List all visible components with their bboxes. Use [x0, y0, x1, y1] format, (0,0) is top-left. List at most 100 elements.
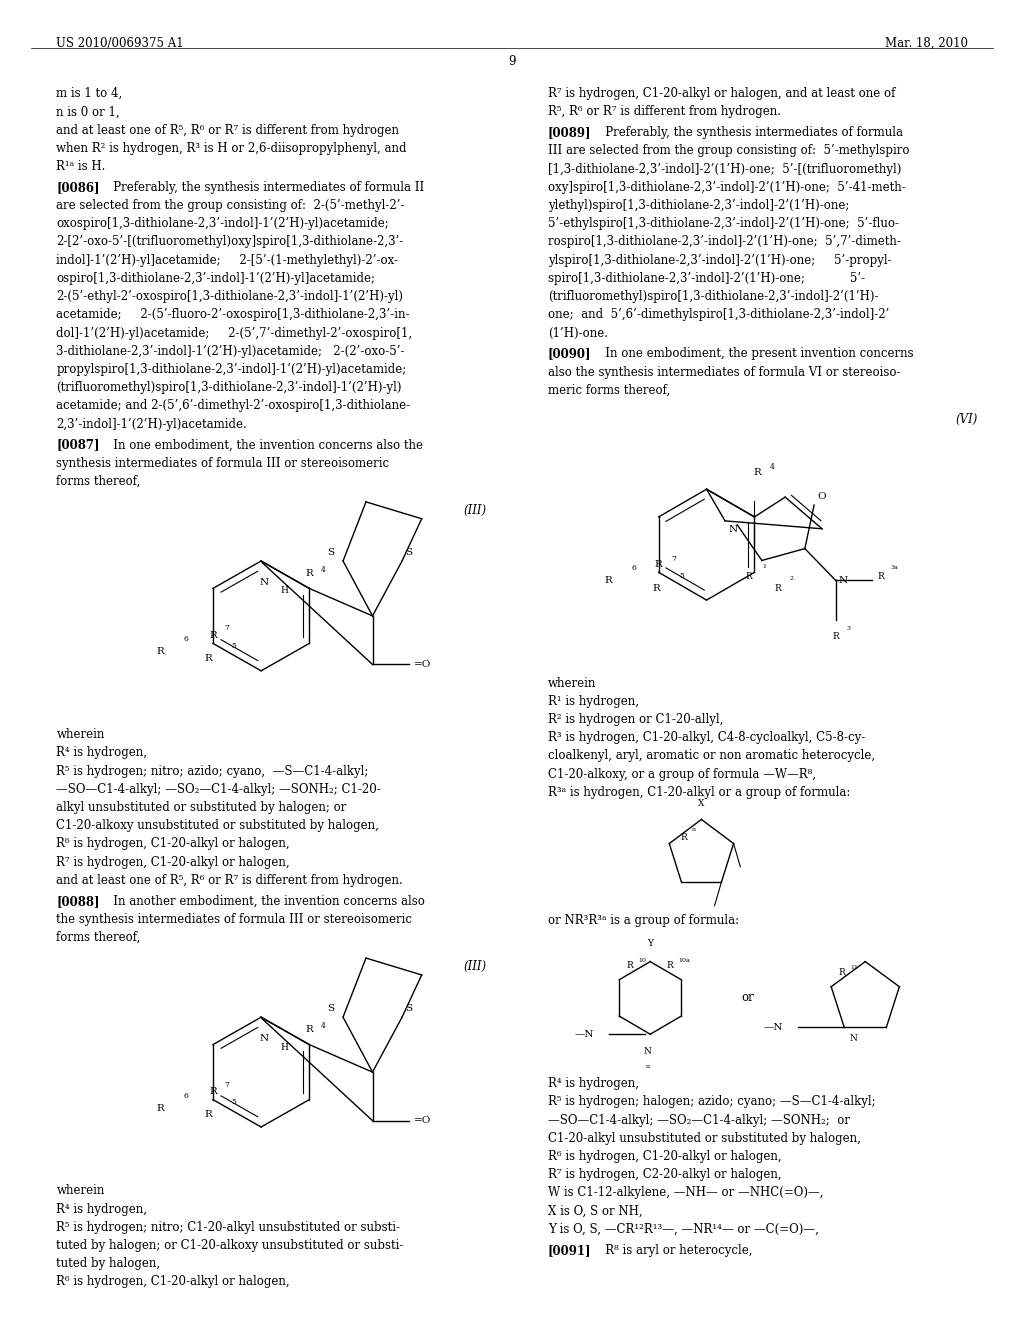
Text: 5: 5 — [231, 1098, 237, 1106]
Text: N: N — [839, 576, 848, 585]
Text: 4: 4 — [321, 1022, 326, 1030]
Text: 10: 10 — [638, 958, 646, 964]
Text: R: R — [305, 1026, 313, 1034]
Text: —N: —N — [574, 1030, 594, 1039]
Text: R⁶ is hydrogen, C1-20-alkyl or halogen,: R⁶ is hydrogen, C1-20-alkyl or halogen, — [56, 1275, 290, 1288]
Text: alkyl unsubstituted or substituted by halogen; or: alkyl unsubstituted or substituted by ha… — [56, 801, 347, 814]
Text: (III): (III) — [463, 504, 486, 516]
Text: R: R — [204, 1110, 212, 1119]
Text: 2,3’-indol]-1’(2’H)-yl)acetamide.: 2,3’-indol]-1’(2’H)-yl)acetamide. — [56, 417, 247, 430]
Text: R: R — [754, 469, 762, 478]
Text: R: R — [204, 653, 212, 663]
Text: R⁴ is hydrogen,: R⁴ is hydrogen, — [56, 746, 147, 759]
Text: R⁷ is hydrogen, C2-20-alkyl or halogen,: R⁷ is hydrogen, C2-20-alkyl or halogen, — [548, 1168, 781, 1181]
Text: ylethyl)spiro[1,3-dithiolane-2,3’-indol]-2’(1’H)-one;: ylethyl)spiro[1,3-dithiolane-2,3’-indol]… — [548, 199, 849, 213]
Text: are selected from the group consisting of:  2-(5’-methyl-2’-: are selected from the group consisting o… — [56, 199, 404, 213]
Text: —N: —N — [763, 1023, 782, 1032]
Text: wherein: wherein — [548, 677, 596, 689]
Text: forms thereof,: forms thereof, — [56, 475, 140, 488]
Text: R⁴ is hydrogen,: R⁴ is hydrogen, — [548, 1077, 639, 1090]
Text: when R² is hydrogen, R³ is H or 2,6-diisopropylphenyl, and: when R² is hydrogen, R³ is H or 2,6-diis… — [56, 141, 407, 154]
Text: Preferably, the synthesis intermediates of formula: Preferably, the synthesis intermediates … — [594, 127, 903, 139]
Text: 1: 1 — [762, 565, 766, 569]
Text: R: R — [654, 561, 663, 569]
Text: W is C1-12-alkylene, —NH— or —NHC(=O)—,: W is C1-12-alkylene, —NH— or —NHC(=O)—, — [548, 1187, 823, 1200]
Text: S: S — [406, 1005, 413, 1012]
Text: —SO—C1-4-alkyl; —SO₂—C1-4-alkyl; —SONH₂; C1-20-: —SO—C1-4-alkyl; —SO₂—C1-4-alkyl; —SONH₂;… — [56, 783, 381, 796]
Text: Y is O, S, —CR¹²R¹³—, —NR¹⁴— or —C(=O)—,: Y is O, S, —CR¹²R¹³—, —NR¹⁴— or —C(=O)—, — [548, 1222, 819, 1236]
Text: (VI): (VI) — [955, 413, 978, 425]
Text: S: S — [327, 548, 334, 557]
Text: R: R — [305, 569, 313, 578]
Text: N: N — [260, 1034, 269, 1043]
Text: R: R — [833, 632, 839, 640]
Text: R: R — [156, 647, 164, 656]
Text: R: R — [156, 1104, 164, 1113]
Text: [0090]: [0090] — [548, 347, 591, 360]
Text: S: S — [327, 1005, 334, 1012]
Text: R⁶ is hydrogen, C1-20-alkyl or halogen,: R⁶ is hydrogen, C1-20-alkyl or halogen, — [548, 1150, 781, 1163]
Text: tuted by halogen; or C1-20-alkoxy unsubstituted or substi-: tuted by halogen; or C1-20-alkoxy unsubs… — [56, 1239, 403, 1251]
Text: [0091]: [0091] — [548, 1243, 591, 1257]
Text: R: R — [667, 961, 674, 970]
Text: 5’-ethylspiro[1,3-dithiolane-2,3’-indol]-2’(1’H)-one;  5’-fluo-: 5’-ethylspiro[1,3-dithiolane-2,3’-indol]… — [548, 218, 899, 230]
Text: R: R — [877, 572, 884, 581]
Text: 4: 4 — [770, 463, 775, 471]
Text: [0089]: [0089] — [548, 127, 591, 139]
Text: R: R — [605, 576, 612, 585]
Text: R: R — [774, 585, 781, 593]
Text: 9: 9 — [508, 55, 516, 69]
Text: R: R — [839, 968, 846, 977]
Text: X is O, S or NH,: X is O, S or NH, — [548, 1205, 642, 1217]
Text: n is 0 or 1,: n is 0 or 1, — [56, 106, 120, 119]
Text: wherein: wherein — [56, 1184, 104, 1197]
Text: N: N — [728, 525, 737, 533]
Text: R⁸ is aryl or heterocycle,: R⁸ is aryl or heterocycle, — [594, 1243, 753, 1257]
Text: 5: 5 — [231, 642, 237, 649]
Text: the synthesis intermediates of formula III or stereoisomeric: the synthesis intermediates of formula I… — [56, 913, 413, 925]
Text: In one embodiment, the present invention concerns: In one embodiment, the present invention… — [594, 347, 913, 360]
Text: US 2010/0069375 A1: US 2010/0069375 A1 — [56, 37, 184, 50]
Text: R³ᵃ is hydrogen, C1-20-alkyl or a group of formula:: R³ᵃ is hydrogen, C1-20-alkyl or a group … — [548, 785, 850, 799]
Text: 6: 6 — [631, 565, 636, 573]
Text: 7: 7 — [224, 624, 229, 632]
Text: or NR³R³ᵃ is a group of formula:: or NR³R³ᵃ is a group of formula: — [548, 913, 739, 927]
Text: 6: 6 — [183, 635, 188, 643]
Text: R³ is hydrogen, C1-20-alkyl, C4-8-cycloalkyl, C5-8-cy-: R³ is hydrogen, C1-20-alkyl, C4-8-cycloa… — [548, 731, 865, 744]
Text: oxy]spiro[1,3-dithiolane-2,3’-indol]-2’(1’H)-one;  5’-41-meth-: oxy]spiro[1,3-dithiolane-2,3’-indol]-2’(… — [548, 181, 905, 194]
Text: R⁵ is hydrogen; halogen; azido; cyano; —S—C1-4-alkyl;: R⁵ is hydrogen; halogen; azido; cyano; —… — [548, 1096, 876, 1109]
Text: C1-20-alkyl unsubstituted or substituted by halogen,: C1-20-alkyl unsubstituted or substituted… — [548, 1131, 861, 1144]
Text: 10a: 10a — [679, 958, 690, 964]
Text: meric forms thereof,: meric forms thereof, — [548, 384, 670, 397]
Text: or: or — [741, 991, 754, 1005]
Text: N: N — [849, 1034, 857, 1043]
Text: 7: 7 — [224, 1081, 229, 1089]
Text: indol]-1’(2’H)-yl]acetamide;     2-[5’-(1-methylethyl)-2’-ox-: indol]-1’(2’H)-yl]acetamide; 2-[5’-(1-me… — [56, 253, 398, 267]
Text: R⁵ is hydrogen; nitro; azido; cyano,  —S—C1-4-alkyl;: R⁵ is hydrogen; nitro; azido; cyano, —S—… — [56, 764, 369, 777]
Text: [0086]: [0086] — [56, 181, 99, 194]
Text: 4: 4 — [321, 566, 326, 574]
Text: R⁵ is hydrogen; nitro; C1-20-alkyl unsubstituted or substi-: R⁵ is hydrogen; nitro; C1-20-alkyl unsub… — [56, 1221, 400, 1234]
Text: (1’H)-one.: (1’H)-one. — [548, 326, 608, 339]
Text: R¹ᵃ is H.: R¹ᵃ is H. — [56, 160, 105, 173]
Text: 11: 11 — [850, 965, 858, 970]
Text: R: R — [652, 583, 660, 593]
Text: S: S — [406, 548, 413, 557]
Text: O: O — [817, 492, 825, 502]
Text: propylspiro[1,3-dithiolane-2,3’-indol]-1’(2’H)-yl)acetamide;: propylspiro[1,3-dithiolane-2,3’-indol]-1… — [56, 363, 407, 376]
Text: =O: =O — [414, 1117, 431, 1125]
Text: Mar. 18, 2010: Mar. 18, 2010 — [885, 37, 968, 50]
Text: 3: 3 — [846, 626, 850, 631]
Text: R⁷ is hydrogen, C1-20-alkyl or halogen, and at least one of: R⁷ is hydrogen, C1-20-alkyl or halogen, … — [548, 87, 895, 100]
Text: and at least one of R⁵, R⁶ or R⁷ is different from hydrogen: and at least one of R⁵, R⁶ or R⁷ is diff… — [56, 124, 399, 136]
Text: R⁵, R⁶ or R⁷ is different from hydrogen.: R⁵, R⁶ or R⁷ is different from hydrogen. — [548, 106, 781, 119]
Text: 7: 7 — [671, 554, 676, 562]
Text: one;  and  5’,6’-dimethylspiro[1,3-dithiolane-2,3’-indol]-2’: one; and 5’,6’-dimethylspiro[1,3-dithiol… — [548, 309, 889, 321]
Text: ospiro[1,3-dithiolane-2,3’-indol]-1’(2’H)-yl]acetamide;: ospiro[1,3-dithiolane-2,3’-indol]-1’(2’H… — [56, 272, 376, 285]
Text: rospiro[1,3-dithiolane-2,3’-indol]-2’(1’H)-one;  5’,7’-dimeth-: rospiro[1,3-dithiolane-2,3’-indol]-2’(1’… — [548, 235, 901, 248]
Text: Preferably, the synthesis intermediates of formula II: Preferably, the synthesis intermediates … — [102, 181, 425, 194]
Text: 2-[2’-oxo-5’-[(trifluoromethyl)oxy]spiro[1,3-dithiolane-2,3’-: 2-[2’-oxo-5’-[(trifluoromethyl)oxy]spiro… — [56, 235, 403, 248]
Text: In one embodiment, the invention concerns also the: In one embodiment, the invention concern… — [102, 438, 423, 451]
Text: [1,3-dithiolane-2,3’-indol]-2’(1’H)-one;  5’-[(trifluoromethyl): [1,3-dithiolane-2,3’-indol]-2’(1’H)-one;… — [548, 162, 901, 176]
Text: =O: =O — [414, 660, 431, 669]
